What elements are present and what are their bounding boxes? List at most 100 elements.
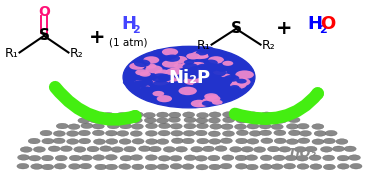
Circle shape xyxy=(260,155,272,161)
Circle shape xyxy=(146,123,158,129)
Circle shape xyxy=(162,48,178,56)
Circle shape xyxy=(151,73,170,82)
Circle shape xyxy=(222,131,234,136)
Circle shape xyxy=(183,63,198,71)
Circle shape xyxy=(167,56,181,62)
Circle shape xyxy=(247,123,259,129)
Circle shape xyxy=(233,83,242,87)
Text: 2: 2 xyxy=(319,25,327,35)
Circle shape xyxy=(299,131,311,136)
Circle shape xyxy=(214,64,230,72)
Circle shape xyxy=(184,60,194,65)
Circle shape xyxy=(33,147,45,152)
Circle shape xyxy=(134,80,146,86)
Circle shape xyxy=(174,63,185,68)
Circle shape xyxy=(191,100,207,107)
Circle shape xyxy=(158,156,170,161)
Circle shape xyxy=(92,123,104,129)
Circle shape xyxy=(184,71,201,79)
Circle shape xyxy=(152,78,169,86)
Circle shape xyxy=(220,138,232,144)
Circle shape xyxy=(143,62,159,69)
Circle shape xyxy=(20,147,32,152)
Circle shape xyxy=(202,101,213,106)
Circle shape xyxy=(118,117,130,122)
Circle shape xyxy=(170,70,188,78)
Circle shape xyxy=(31,164,43,169)
Circle shape xyxy=(105,164,118,170)
Circle shape xyxy=(205,75,224,84)
Circle shape xyxy=(166,75,180,82)
Circle shape xyxy=(194,73,205,78)
Text: S: S xyxy=(231,21,242,36)
Text: +: + xyxy=(276,19,292,38)
Circle shape xyxy=(158,123,170,129)
Text: (1 atm): (1 atm) xyxy=(109,38,147,48)
Circle shape xyxy=(146,91,164,100)
Circle shape xyxy=(132,138,144,144)
Circle shape xyxy=(48,146,60,152)
Circle shape xyxy=(157,164,169,170)
Circle shape xyxy=(310,164,322,169)
Circle shape xyxy=(246,164,258,170)
Circle shape xyxy=(184,117,196,123)
Circle shape xyxy=(156,112,169,118)
Circle shape xyxy=(337,164,349,169)
Circle shape xyxy=(208,56,224,64)
Circle shape xyxy=(81,123,93,129)
Circle shape xyxy=(166,68,181,75)
Circle shape xyxy=(117,131,129,136)
Circle shape xyxy=(184,76,195,81)
Circle shape xyxy=(135,69,149,76)
Circle shape xyxy=(105,130,118,136)
Circle shape xyxy=(156,95,172,102)
Circle shape xyxy=(203,65,213,70)
Circle shape xyxy=(188,97,201,104)
Circle shape xyxy=(184,123,196,129)
Circle shape xyxy=(152,91,164,96)
Circle shape xyxy=(67,131,79,136)
Circle shape xyxy=(162,60,178,68)
Circle shape xyxy=(284,163,296,169)
Circle shape xyxy=(102,112,115,118)
Circle shape xyxy=(176,77,191,84)
Circle shape xyxy=(285,155,297,161)
Circle shape xyxy=(323,138,335,144)
Circle shape xyxy=(211,84,226,91)
Circle shape xyxy=(146,131,157,136)
Circle shape xyxy=(116,113,128,118)
Circle shape xyxy=(60,146,72,152)
Circle shape xyxy=(163,85,177,92)
Circle shape xyxy=(249,131,261,136)
Circle shape xyxy=(321,147,333,152)
Circle shape xyxy=(179,86,193,93)
Circle shape xyxy=(130,131,142,136)
Circle shape xyxy=(174,74,187,81)
Circle shape xyxy=(170,67,181,72)
Circle shape xyxy=(144,118,156,123)
Circle shape xyxy=(222,155,234,161)
Circle shape xyxy=(202,98,214,103)
Circle shape xyxy=(170,67,180,72)
Circle shape xyxy=(78,118,90,123)
Circle shape xyxy=(246,155,258,161)
Circle shape xyxy=(53,138,65,144)
Circle shape xyxy=(183,93,193,97)
Circle shape xyxy=(208,131,220,137)
Circle shape xyxy=(220,163,232,169)
Circle shape xyxy=(171,65,191,73)
Circle shape xyxy=(217,67,227,72)
Circle shape xyxy=(42,164,54,170)
Circle shape xyxy=(139,146,151,152)
Circle shape xyxy=(92,130,104,136)
Circle shape xyxy=(186,53,198,59)
Circle shape xyxy=(119,139,131,144)
FancyArrowPatch shape xyxy=(55,87,135,119)
Circle shape xyxy=(131,81,146,88)
Circle shape xyxy=(178,70,195,79)
Circle shape xyxy=(210,124,222,129)
Circle shape xyxy=(183,112,195,118)
Circle shape xyxy=(271,124,283,130)
Circle shape xyxy=(209,112,221,118)
Circle shape xyxy=(119,123,132,129)
